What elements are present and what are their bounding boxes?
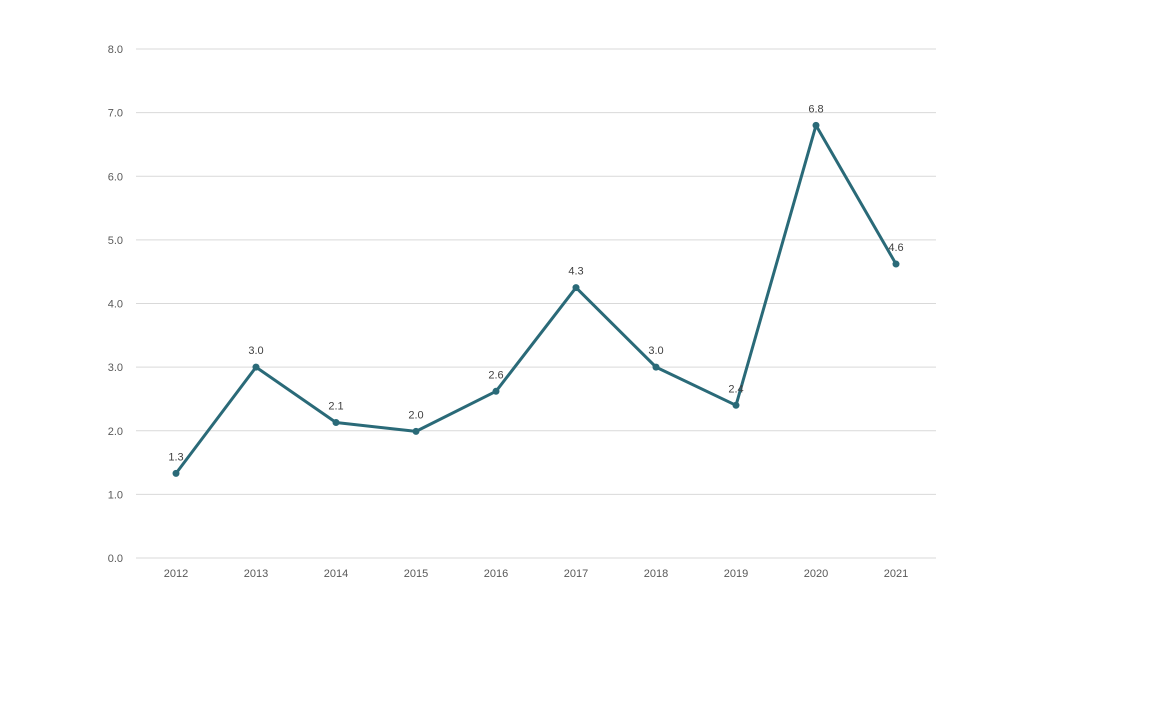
y-tick-label: 3.0 [108,362,123,374]
data-point [892,260,900,268]
y-axis-ticks: 0.0 1.0 2.0 3.0 4.0 5.0 6.0 7.0 8.0 [108,44,123,565]
x-axis-ticks: 2012 2013 2014 2015 2016 2017 2018 2019 2020 2021 [164,568,908,580]
y-tick-label: 1.0 [108,489,123,501]
data-point [172,469,180,477]
data-point [332,418,340,426]
data-point [572,284,580,292]
data-point [492,387,500,395]
x-tick-label: 2014 [324,568,348,580]
gridlines [136,48,936,559]
x-tick-label: 2013 [244,568,268,580]
y-tick-label: 5.0 [108,235,123,247]
x-tick-label: 2012 [164,568,188,580]
x-tick-label: 2016 [484,568,508,580]
data-label: 6.8 [808,103,823,115]
data-label: 4.3 [568,266,583,278]
data-label: 3.0 [648,345,663,357]
series-line [174,123,898,475]
series-line-group: 1.3 3.0 2.1 2.0 2.6 4.3 3.0 2.4 6.8 4.6 [168,103,904,477]
data-label: 2.4 [728,383,743,395]
data-label: 4.6 [888,242,903,254]
data-point [652,363,660,371]
x-tick-label: 2018 [644,568,668,580]
data-point [732,401,740,409]
data-label: 2.0 [408,409,423,421]
y-tick-label: 4.0 [108,299,123,311]
x-tick-label: 2021 [884,568,908,580]
data-point [412,427,420,435]
series-layer: 1.3 3.0 2.1 2.0 2.6 4.3 3.0 2.4 6.8 4.6 [168,103,904,477]
data-label: 2.6 [488,369,503,381]
data-label: 3.0 [248,345,263,357]
data-point [812,121,820,129]
x-tick-label: 2019 [724,568,748,580]
x-tick-label: 2017 [564,568,588,580]
data-point [252,363,260,371]
data-label: 2.1 [328,400,343,412]
y-tick-label: 6.0 [108,171,123,183]
x-tick-label: 2015 [404,568,428,580]
y-tick-label: 2.0 [108,426,123,438]
y-tick-label: 7.0 [108,108,123,120]
x-tick-label: 2020 [804,568,828,580]
y-tick-label: 0.0 [108,553,123,565]
y-tick-label: 8.0 [108,44,123,56]
data-label: 1.3 [168,451,183,463]
